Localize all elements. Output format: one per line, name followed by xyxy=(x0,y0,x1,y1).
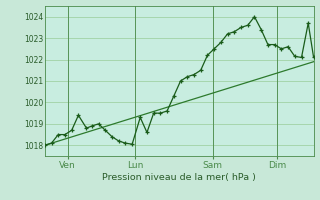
X-axis label: Pression niveau de la mer( hPa ): Pression niveau de la mer( hPa ) xyxy=(102,173,256,182)
